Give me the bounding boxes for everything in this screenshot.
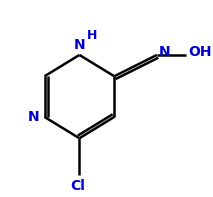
Text: OH: OH xyxy=(188,45,211,59)
Text: H: H xyxy=(87,29,98,42)
Text: N: N xyxy=(159,45,170,59)
Text: N: N xyxy=(73,38,85,52)
Text: Cl: Cl xyxy=(70,179,85,193)
Text: N: N xyxy=(28,110,40,124)
